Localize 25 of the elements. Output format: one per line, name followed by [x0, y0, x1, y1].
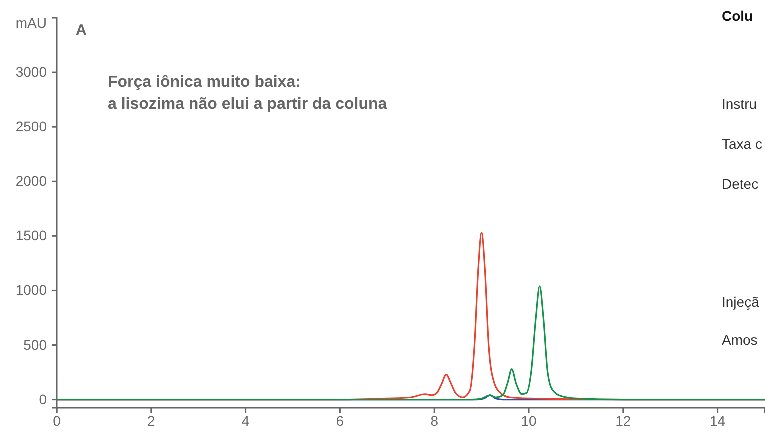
y-tick-label: 500: [24, 336, 48, 353]
annotation: Instru: [722, 96, 758, 112]
x-tick-label: 4: [242, 412, 250, 429]
line-series: [56, 286, 765, 401]
y-tick-label: 2500: [16, 118, 48, 135]
y-tick-label: 2000: [16, 173, 48, 190]
x-tick-label: 2: [148, 412, 156, 429]
annotation: Detec: [722, 176, 759, 192]
y-tick-label: 3000: [16, 64, 48, 80]
y-axis-title: mAU: [16, 15, 47, 31]
annotation: Força iônica muito baixa: a lisozima não elui a partir da coluna: [108, 74, 388, 113]
annotation: Colu: [722, 8, 754, 24]
x-tick-label: 12: [616, 412, 632, 429]
y-tick-label: 1000: [16, 282, 48, 298]
x-tick-label: 10: [521, 412, 537, 429]
y-tick-label: 1500: [16, 228, 48, 244]
annotation: Taxa c: [722, 136, 762, 152]
y-tick-label: 0: [39, 391, 48, 408]
annotation: A: [76, 22, 87, 39]
annotation: Injeçã: [722, 294, 760, 310]
x-tick-label: 8: [430, 412, 439, 429]
x-tick-label: 0: [53, 412, 62, 429]
annotation: Amos: [722, 332, 758, 348]
x-tick-label: 6: [336, 412, 344, 429]
x-tick-label: 14: [710, 412, 726, 429]
